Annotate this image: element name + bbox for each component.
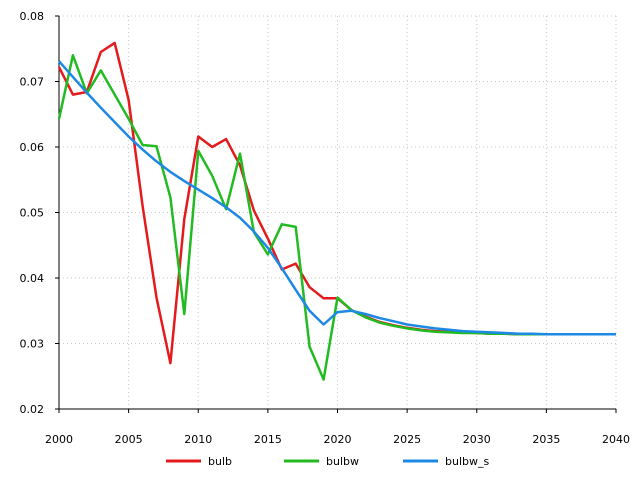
x-tick-label: 2015 <box>254 433 282 446</box>
series-line-bulbw <box>57 54 616 381</box>
x-tick-label: 2010 <box>184 433 212 446</box>
x-tick-label: 2020 <box>324 433 352 446</box>
y-tick-label: 0.06 <box>20 141 45 154</box>
legend-label-bulbw-s: bulbw_s <box>445 455 489 468</box>
x-tick-label: 2035 <box>532 433 560 446</box>
y-tick-label: 0.02 <box>20 403 45 416</box>
legend-label-bulbw: bulbw <box>326 455 359 468</box>
x-tick-label: 2030 <box>463 433 491 446</box>
series-line-bulbw-s <box>58 60 616 336</box>
y-tick-label: 0.04 <box>20 272 45 285</box>
y-tick-label: 0.05 <box>20 207 45 220</box>
x-tick-label: 2000 <box>45 433 73 446</box>
y-tick-label: 0.08 <box>20 10 45 23</box>
x-tick-label: 2040 <box>602 433 630 446</box>
x-tick-label: 2005 <box>115 433 143 446</box>
y-tick-label: 0.03 <box>20 338 45 351</box>
x-axis-ticks: 2000 2005 2010 2015 2020 2025 2030 2035 2040 <box>45 409 630 446</box>
legend: bulb bulbw bulbw_s <box>166 455 489 468</box>
grid-lines <box>59 15 617 409</box>
series-line-bulb <box>57 41 616 365</box>
legend-label-bulb: bulb <box>208 455 232 468</box>
y-axis-ticks: 0.02 0.03 0.04 0.05 0.06 0.07 0.08 <box>20 10 59 416</box>
series-lines <box>57 41 616 381</box>
x-tick-label: 2025 <box>393 433 421 446</box>
y-tick-label: 0.07 <box>20 76 45 89</box>
